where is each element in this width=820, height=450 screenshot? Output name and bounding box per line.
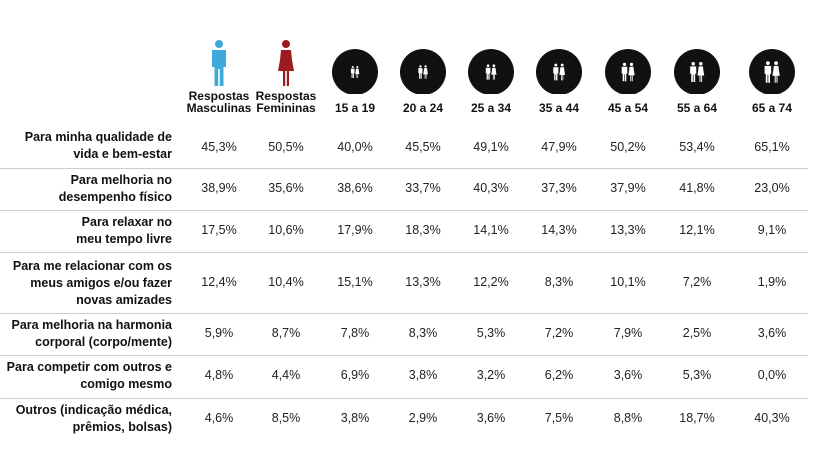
data-cell: 45,5%: [405, 140, 441, 154]
data-cell: 3,2%: [476, 368, 506, 382]
data-cell: 12,1%: [679, 223, 715, 237]
data-cell: 12,2%: [473, 275, 509, 289]
row-separator: [0, 355, 808, 356]
data-cell: 18,3%: [405, 223, 441, 237]
data-cell: 10,4%: [268, 275, 304, 289]
data-cell: 40,3%: [473, 181, 509, 195]
row-label-3: Para me relacionar com os meus amigos e/…: [12, 259, 172, 307]
column-header-4: 25 a 34: [470, 101, 512, 115]
data-cell: 7,9%: [613, 326, 643, 340]
data-cell: 23,0%: [754, 181, 790, 195]
data-cell: 18,7%: [679, 411, 715, 425]
data-cell: 8,3%: [544, 275, 574, 289]
data-cell: 8,8%: [613, 411, 643, 425]
data-cell: 7,2%: [682, 275, 712, 289]
row-label-0: Para minha qualidade de vida e bem-estar: [24, 130, 172, 161]
couple-icon: [674, 49, 720, 94]
data-cell: 17,9%: [337, 223, 373, 237]
data-cell: 50,2%: [610, 140, 646, 154]
data-cell: 2,5%: [682, 326, 712, 340]
data-cell: 7,5%: [544, 411, 574, 425]
data-cell: 5,3%: [682, 368, 712, 382]
row-label-2: Para relaxar no meu tempo livre: [76, 215, 172, 246]
column-header-0: Respostas Masculinas: [186, 89, 252, 115]
data-cell: 10,1%: [610, 275, 646, 289]
data-cell: 45,3%: [201, 140, 237, 154]
data-cell: 9,1%: [757, 223, 787, 237]
data-cell: 37,9%: [610, 181, 646, 195]
data-cell: 35,6%: [268, 181, 304, 195]
column-header-5: 35 a 44: [538, 101, 580, 115]
row-separator: [0, 313, 808, 314]
data-cell: 17,5%: [201, 223, 237, 237]
data-cell: 8,3%: [408, 326, 438, 340]
couple-icon: [468, 49, 514, 94]
row-label-5: Para competir com outros e comigo mesmo: [6, 360, 172, 391]
couple-icon: [536, 49, 582, 94]
data-cell: 47,9%: [541, 140, 577, 154]
column-header-1: Respostas Femininas: [255, 89, 317, 115]
data-cell: 40,3%: [754, 411, 790, 425]
data-cell: 38,9%: [201, 181, 237, 195]
data-cell: 3,6%: [476, 411, 506, 425]
data-cell: 0,0%: [757, 368, 787, 382]
data-cell: 3,6%: [757, 326, 787, 340]
data-cell: 13,3%: [610, 223, 646, 237]
data-cell: 6,2%: [544, 368, 574, 382]
data-cell: 53,4%: [679, 140, 715, 154]
couple-icon: [400, 49, 446, 94]
data-cell: 8,5%: [271, 411, 301, 425]
column-header-8: 65 a 74: [751, 101, 793, 115]
data-cell: 13,3%: [405, 275, 441, 289]
column-header-3: 20 a 24: [402, 101, 444, 115]
row-label-1: Para melhoria no desempenho físico: [58, 173, 172, 204]
row-separator: [0, 398, 808, 399]
data-cell: 4,6%: [204, 411, 234, 425]
row-separator: [0, 210, 808, 211]
data-cell: 15,1%: [337, 275, 373, 289]
row-label-6: Outros (indicação médica, prêmios, bolsa…: [15, 403, 172, 434]
data-cell: 3,8%: [340, 411, 370, 425]
data-cell: 38,6%: [337, 181, 373, 195]
data-cell: 10,6%: [268, 223, 304, 237]
data-cell: 3,8%: [408, 368, 438, 382]
row-separator: [0, 168, 808, 169]
data-cell: 37,3%: [541, 181, 577, 195]
data-cell: 4,8%: [204, 368, 234, 382]
data-cell: 33,7%: [405, 181, 441, 195]
couple-icon: [605, 49, 651, 94]
data-cell: 6,9%: [340, 368, 370, 382]
data-cell: 14,3%: [541, 223, 577, 237]
couple-icon: [749, 49, 795, 94]
column-header-2: 15 a 19: [334, 101, 376, 115]
data-cell: 5,3%: [476, 326, 506, 340]
data-cell: 4,4%: [271, 368, 301, 382]
data-cell: 65,1%: [754, 140, 790, 154]
data-cell: 5,9%: [204, 326, 234, 340]
row-label-4: Para melhoria na harmonia corporal (corp…: [11, 318, 172, 349]
data-cell: 8,7%: [271, 326, 301, 340]
data-cell: 12,4%: [201, 275, 237, 289]
column-header-7: 55 a 64: [676, 101, 718, 115]
data-cell: 7,8%: [340, 326, 370, 340]
data-cell: 49,1%: [473, 140, 509, 154]
row-separator: [0, 252, 808, 253]
data-cell: 50,5%: [268, 140, 304, 154]
data-cell: 40,0%: [337, 140, 373, 154]
column-header-6: 45 a 54: [607, 101, 649, 115]
male-person-icon: [212, 40, 226, 86]
data-cell: 41,8%: [679, 181, 715, 195]
data-cell: 7,2%: [544, 326, 574, 340]
data-cell: 14,1%: [473, 223, 509, 237]
couple-icon: [332, 49, 378, 94]
data-cell: 3,6%: [613, 368, 643, 382]
female-person-icon: [278, 40, 294, 86]
data-cell: 2,9%: [408, 411, 438, 425]
data-cell: 1,9%: [757, 275, 787, 289]
